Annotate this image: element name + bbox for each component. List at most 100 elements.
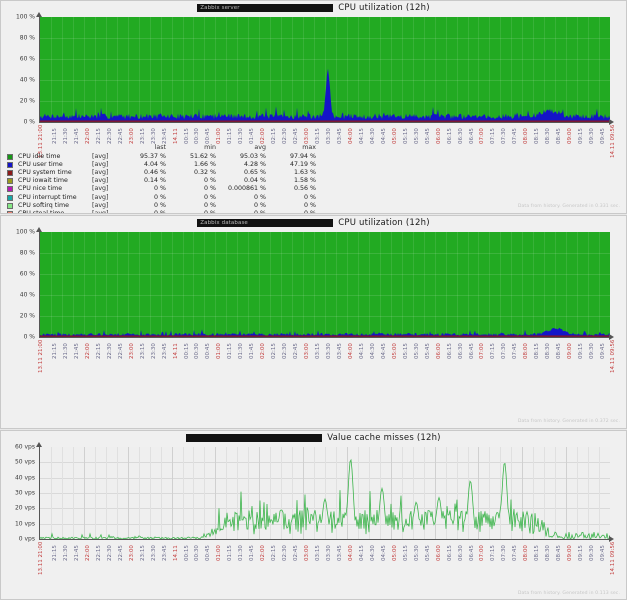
legend-item-name[interactable]: CPU user time — [18, 160, 63, 168]
x-axis-tick: 22:15 — [96, 343, 102, 359]
legend-row[interactable]: CPU steal time [avg] 0 % 0 % 0 % 0 % — [7, 209, 318, 214]
legend-item-function: [avg] — [92, 152, 109, 160]
x-axis-tick: 07:30 — [501, 343, 507, 359]
plot-area[interactable] — [39, 447, 610, 540]
legend-value-last: 95.37 % — [139, 152, 166, 160]
gridline-vertical — [314, 447, 315, 539]
legend-item-name[interactable]: CPU iowait time — [18, 177, 68, 185]
x-axis-start-label: 13.11 21:00 — [38, 541, 44, 575]
host-chip[interactable] — [186, 434, 323, 442]
legend-value-last: 0 % — [154, 201, 166, 209]
graph-header: Value cache misses (12h) — [1, 431, 626, 445]
gridline-vertical — [489, 447, 490, 539]
gridline-vertical — [161, 17, 162, 122]
gridline-horizontal — [40, 122, 610, 123]
x-axis-tick: 23:30 — [151, 343, 157, 359]
host-chip[interactable]: Zabbix server — [197, 4, 334, 12]
x-axis-tick: 05:00 — [392, 128, 398, 144]
y-axis-arrow-icon — [36, 227, 42, 232]
legend-row[interactable]: CPU softirq time [avg] 0 % 0 % 0 % 0 % — [7, 202, 318, 210]
gridline-vertical — [435, 447, 436, 539]
gridline-vertical — [237, 447, 238, 539]
x-axis-tick: 00:45 — [205, 545, 211, 561]
gridline-vertical — [51, 232, 52, 337]
x-axis-tick: 07:45 — [512, 128, 518, 144]
x-axis-tick: 02:45 — [293, 343, 299, 359]
legend-item-name[interactable]: CPU idle time — [18, 152, 61, 160]
legend-item-name[interactable]: CPU nice time — [18, 185, 63, 193]
legend-item-name[interactable]: CPU softirq time — [18, 201, 69, 209]
legend-item-name[interactable]: CPU interrupt time — [18, 193, 77, 201]
legend-row[interactable]: CPU iowait time [avg] 0.14 % 0 % 0.04 % 1.58 … — [7, 177, 318, 185]
x-axis-tick: 02:45 — [293, 128, 299, 144]
gridline-vertical — [237, 17, 238, 122]
x-axis-tick: 04:45 — [381, 128, 387, 144]
y-axis-tick: 100 % — [15, 13, 35, 21]
legend-item-name[interactable]: CPU steal time — [18, 209, 65, 214]
legend-row[interactable]: CPU system time [avg] 0.46 % 0.32 % 0.65 % 1.… — [7, 169, 318, 177]
chart-area[interactable]: 60 vps 50 vps 40 vps 30 vps 20 vps 10 vps 0 vp… — [1, 442, 626, 579]
x-axis-tick: 00:45 — [205, 128, 211, 144]
graph-header: Zabbix server CPU utilization (12h) — [1, 1, 626, 15]
gridline-vertical — [193, 447, 194, 539]
chart-area[interactable]: 100 % 80 % 60 % 40 % 20 % 0 % 13.11 21:00 21:15… — [1, 227, 626, 377]
legend-col-last: last — [154, 144, 166, 151]
gridline-vertical — [215, 232, 216, 337]
legend-row[interactable]: CPU nice time [avg] 0 % 0 % 0.000861 % 0.56 % — [7, 185, 318, 193]
gridline-vertical — [73, 232, 74, 337]
gridline-vertical — [566, 232, 567, 337]
gridline-vertical — [555, 17, 556, 122]
gridline-vertical — [533, 232, 534, 337]
gridline-vertical — [336, 447, 337, 539]
x-axis-tick: 07:45 — [512, 343, 518, 359]
plot-area[interactable] — [39, 232, 610, 338]
x-axis-tick: 01:30 — [238, 545, 244, 561]
gridline-vertical — [128, 232, 129, 337]
x-axis-tick: 07:00 — [479, 128, 485, 144]
gridline-vertical — [139, 447, 140, 539]
x-axis-tick: 07:30 — [501, 545, 507, 561]
legend-value-min: 1.66 % — [193, 160, 216, 168]
legend-item-function: [avg] — [92, 193, 109, 201]
legend-color-swatch — [7, 170, 13, 176]
series-canvas — [40, 458, 610, 539]
x-axis-tick: 08:00 — [523, 343, 529, 359]
x-axis-tick: 06:00 — [436, 343, 442, 359]
gridline-vertical — [172, 447, 173, 539]
x-axis-tick: 23:30 — [151, 545, 157, 561]
x-axis-tick: 00:45 — [205, 343, 211, 359]
x-axis-tick: 05:30 — [414, 343, 420, 359]
gridline-vertical — [281, 447, 282, 539]
gridline-vertical — [84, 17, 85, 122]
legend-item-name[interactable]: CPU system time — [18, 168, 72, 176]
y-axis-tick: 100 % — [15, 228, 35, 236]
gridline-vertical — [413, 232, 414, 337]
chart-area[interactable]: 100 % 80 % 60 % 40 % 20 % 0 % 13.11 21:00 21:15… — [1, 12, 626, 162]
gridline-vertical — [161, 232, 162, 337]
legend-value-last: 0 % — [154, 209, 166, 214]
gridline-horizontal — [40, 316, 610, 317]
gridline-vertical — [95, 232, 96, 337]
plot-area[interactable] — [39, 17, 610, 123]
gridline-vertical — [248, 17, 249, 122]
legend-row[interactable]: CPU user time [avg] 4.04 % 1.66 % 4.28 % 47.1… — [7, 161, 318, 169]
gridline-vertical — [106, 17, 107, 122]
x-axis-tick: 00:15 — [184, 343, 190, 359]
y-axis-tick: 0 % — [23, 118, 35, 126]
gridline-vertical — [424, 232, 425, 337]
legend-row[interactable]: CPU idle time [avg] 95.37 % 51.62 % 95.03 % 9… — [7, 153, 318, 161]
x-axis-tick: 02:00 — [260, 343, 266, 359]
legend-color-swatch — [7, 153, 13, 160]
gridline-vertical — [226, 447, 227, 539]
x-axis-tick: 21:15 — [52, 545, 58, 561]
x-axis-tick: 22:45 — [118, 545, 124, 561]
gridline-vertical — [84, 447, 85, 539]
x-axis-tick: 09:15 — [578, 343, 584, 359]
legend-row[interactable]: CPU interrupt time [avg] 0 % 0 % 0 % 0 % — [7, 194, 318, 202]
gridline-vertical — [424, 447, 425, 539]
legend-header-row: last min avg max — [7, 144, 318, 153]
x-axis-tick: 03:45 — [337, 545, 343, 561]
x-axis-tick: 22:00 — [85, 128, 91, 144]
x-axis-tick: 08:45 — [556, 545, 562, 561]
host-chip[interactable]: Zabbix database — [197, 219, 334, 227]
